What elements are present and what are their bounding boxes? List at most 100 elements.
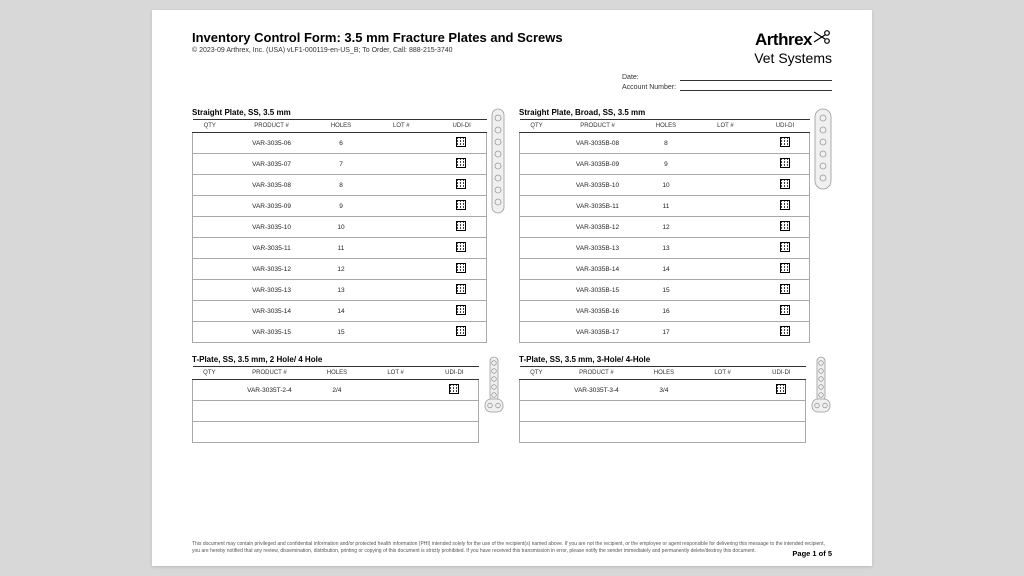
col-lot: LOT # bbox=[366, 120, 437, 133]
cell-lot[interactable] bbox=[690, 217, 760, 238]
qr-icon bbox=[776, 384, 786, 394]
cell-qty[interactable] bbox=[520, 154, 554, 175]
cell-qty[interactable] bbox=[520, 301, 554, 322]
cell-lot[interactable] bbox=[366, 259, 437, 280]
cell-qty[interactable] bbox=[193, 217, 227, 238]
cell-lot[interactable] bbox=[361, 401, 430, 422]
col-lot: LOT # bbox=[690, 120, 760, 133]
meta-line[interactable] bbox=[680, 84, 832, 91]
cell-qty[interactable] bbox=[193, 422, 227, 443]
cell-udi bbox=[760, 259, 809, 280]
cell-qty[interactable] bbox=[193, 175, 227, 196]
cell-lot[interactable] bbox=[690, 196, 760, 217]
meta-label: Date: bbox=[622, 74, 680, 81]
cell-qty[interactable] bbox=[193, 380, 227, 401]
cell-lot[interactable] bbox=[690, 301, 760, 322]
cell-holes bbox=[313, 401, 361, 422]
cell-holes: 12 bbox=[641, 217, 690, 238]
cell-product: VAR-3035-11 bbox=[227, 238, 316, 259]
cell-lot[interactable] bbox=[688, 380, 757, 401]
cell-lot[interactable] bbox=[366, 301, 437, 322]
table-row: VAR-3035-11 11 bbox=[193, 238, 487, 259]
disclaimer-text: This document may contain privileged and… bbox=[192, 541, 832, 554]
col-product: PRODUCT # bbox=[554, 120, 642, 133]
qr-icon bbox=[780, 158, 790, 168]
meta-row: Date: bbox=[622, 74, 832, 81]
cell-qty[interactable] bbox=[520, 322, 554, 343]
cell-lot[interactable] bbox=[366, 196, 437, 217]
cell-lot[interactable] bbox=[366, 322, 437, 343]
cell-lot[interactable] bbox=[688, 401, 757, 422]
cell-holes: 14 bbox=[641, 259, 690, 280]
qr-icon bbox=[780, 242, 790, 252]
qr-icon bbox=[456, 200, 466, 210]
cell-lot[interactable] bbox=[690, 154, 760, 175]
cell-lot[interactable] bbox=[690, 238, 760, 259]
cell-lot[interactable] bbox=[366, 238, 437, 259]
table-row: VAR-3035B-14 14 bbox=[520, 259, 810, 280]
cell-qty[interactable] bbox=[520, 175, 554, 196]
cell-qty[interactable] bbox=[520, 401, 554, 422]
cell-lot[interactable] bbox=[366, 280, 437, 301]
cell-product: VAR-3035B-08 bbox=[554, 133, 642, 154]
section-title: Straight Plate, SS, 3.5 mm bbox=[192, 108, 487, 117]
cell-qty[interactable] bbox=[193, 259, 227, 280]
cell-product: VAR-3035-10 bbox=[227, 217, 316, 238]
cell-lot[interactable] bbox=[690, 280, 760, 301]
cell-udi bbox=[437, 259, 487, 280]
cell-holes: 2/4 bbox=[313, 380, 361, 401]
cell-lot[interactable] bbox=[690, 175, 760, 196]
cell-lot[interactable] bbox=[690, 133, 760, 154]
cell-qty[interactable] bbox=[193, 301, 227, 322]
cell-lot[interactable] bbox=[366, 133, 437, 154]
cell-lot[interactable] bbox=[688, 422, 757, 443]
cell-lot[interactable] bbox=[366, 217, 437, 238]
cell-lot[interactable] bbox=[690, 259, 760, 280]
cell-qty[interactable] bbox=[520, 133, 554, 154]
cell-qty[interactable] bbox=[193, 322, 227, 343]
table-row: VAR-3035T-2-4 2/4 bbox=[193, 380, 479, 401]
cell-lot[interactable] bbox=[366, 175, 437, 196]
qr-icon bbox=[780, 326, 790, 336]
cell-qty[interactable] bbox=[193, 401, 227, 422]
cell-holes: 13 bbox=[316, 280, 366, 301]
cell-product: VAR-3035-14 bbox=[227, 301, 316, 322]
section-title: Straight Plate, Broad, SS, 3.5 mm bbox=[519, 108, 810, 117]
cell-lot[interactable] bbox=[361, 380, 430, 401]
cell-qty[interactable] bbox=[520, 422, 554, 443]
cell-qty[interactable] bbox=[193, 238, 227, 259]
table-row bbox=[193, 401, 479, 422]
cell-qty[interactable] bbox=[520, 217, 554, 238]
cell-qty[interactable] bbox=[193, 196, 227, 217]
col-udi: UDI-DI bbox=[437, 120, 487, 133]
cell-product: VAR-3035-09 bbox=[227, 196, 316, 217]
cell-holes: 14 bbox=[316, 301, 366, 322]
qr-icon bbox=[780, 284, 790, 294]
cell-qty[interactable] bbox=[520, 280, 554, 301]
meta-line[interactable] bbox=[680, 74, 832, 81]
qr-icon bbox=[456, 221, 466, 231]
cell-lot[interactable] bbox=[366, 154, 437, 175]
col-product: PRODUCT # bbox=[226, 367, 313, 380]
table-row: VAR-3035T-3-4 3/4 bbox=[520, 380, 806, 401]
cell-qty[interactable] bbox=[520, 196, 554, 217]
cell-qty[interactable] bbox=[193, 280, 227, 301]
cell-qty[interactable] bbox=[520, 238, 554, 259]
section-block: Straight Plate, Broad, SS, 3.5 mm QTY PR… bbox=[519, 108, 832, 343]
cell-qty[interactable] bbox=[193, 133, 227, 154]
qr-icon bbox=[780, 221, 790, 231]
col-holes: HOLES bbox=[313, 367, 361, 380]
cell-qty[interactable] bbox=[520, 259, 554, 280]
table-row: VAR-3035-07 7 bbox=[193, 154, 487, 175]
cell-product: VAR-3035-13 bbox=[227, 280, 316, 301]
cell-lot[interactable] bbox=[361, 422, 430, 443]
doc-title: Inventory Control Form: 3.5 mm Fracture … bbox=[192, 30, 563, 45]
cell-qty[interactable] bbox=[193, 154, 227, 175]
col-product: PRODUCT # bbox=[227, 120, 316, 133]
col-left: Straight Plate, SS, 3.5 mm QTY PRODUCT #… bbox=[192, 108, 505, 443]
table-row: VAR-3035B-16 16 bbox=[520, 301, 810, 322]
cell-qty[interactable] bbox=[520, 380, 554, 401]
cell-lot[interactable] bbox=[690, 322, 760, 343]
plate-icon bbox=[483, 355, 505, 419]
cell-holes: 15 bbox=[316, 322, 366, 343]
